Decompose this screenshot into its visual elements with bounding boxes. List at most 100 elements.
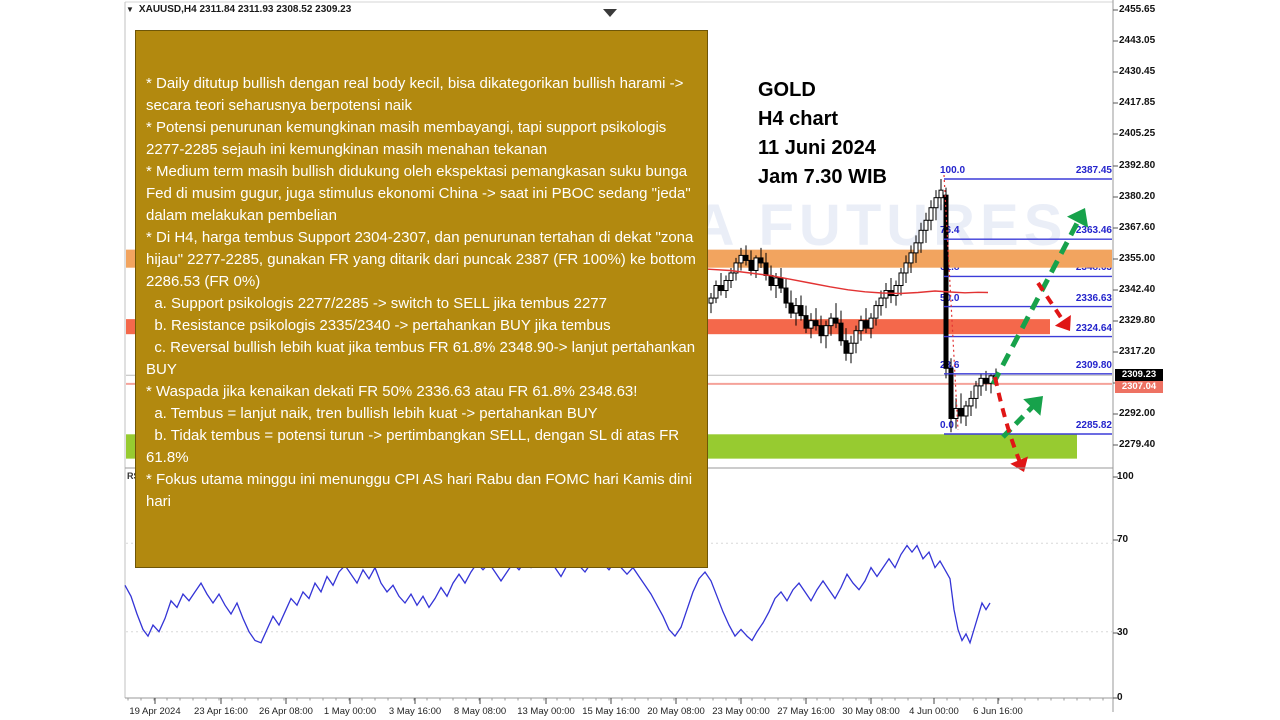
candle-body (748, 259, 754, 271)
price-axis-label: 2279.40 (1119, 439, 1156, 450)
time-axis-label: 6 Jun 16:00 (973, 706, 1023, 717)
candle-body (738, 254, 744, 264)
time-axis-label: 23 Apr 16:00 (194, 706, 248, 717)
time-axis-label: 26 Apr 08:00 (259, 706, 313, 717)
price-axis-label: 2392.80 (1119, 160, 1156, 171)
fib-level-label: 0.0 2285.82 (940, 420, 1112, 431)
fib-level-label: 23.6 2309.80 (940, 360, 1112, 371)
rsi-indicator-label: RS (127, 471, 140, 481)
candle-body (728, 272, 734, 281)
candle-body (798, 305, 804, 317)
bullish-projection-arrow-head (1067, 208, 1089, 228)
candle-body (813, 320, 819, 327)
fib-percent: 0.0 (940, 420, 954, 431)
fib-percent: 100.0 (940, 165, 966, 176)
candle-body (923, 219, 929, 231)
caption-line: GOLD (758, 79, 816, 101)
bearish-breakdown-arrow (993, 376, 1023, 465)
time-axis-label: 1 May 00:00 (323, 706, 377, 717)
candle-body (883, 290, 889, 299)
candle-body (758, 257, 764, 264)
bullish-projection-arrow (990, 216, 1083, 386)
candle-body (708, 297, 714, 304)
fib-price: 2336.63 (1075, 292, 1112, 304)
fib-level-label: 50.0 2336.63 (940, 293, 1112, 304)
candle-body (908, 252, 914, 264)
fib-percent: 23.6 (940, 359, 960, 371)
annotation-paragraph: c. Reversal bullish lebih kuat jika temb… (146, 339, 700, 378)
candle-body (863, 320, 869, 329)
candle-body (873, 305, 879, 319)
fib-price: 2348.63 (1075, 262, 1112, 274)
candle-body (713, 285, 719, 299)
price-axis-label: 2430.45 (1119, 66, 1156, 77)
price-axis-label: 2455.65 (1119, 4, 1156, 15)
price-axis-label: 2329.80 (1119, 315, 1156, 326)
annotation-paragraph: b. Resistance psikologis 2335/2340 -> pe… (146, 317, 611, 334)
price-axis-label: 2443.05 (1119, 35, 1156, 46)
candle-body (948, 367, 954, 419)
candle-body (848, 342, 854, 354)
fib-price: 2387.45 (1075, 165, 1112, 176)
candle-body (933, 197, 939, 209)
candle-body (718, 285, 724, 292)
time-axis-label: 20 May 08:00 (647, 706, 705, 717)
price-axis-label: 2355.00 (1119, 253, 1156, 264)
time-axis-label: 23 May 00:00 (712, 706, 770, 717)
candle-body (928, 207, 934, 221)
price-axis-label: 2405.25 (1119, 128, 1156, 139)
analysis-annotation-box: * Daily ditutup bullish dengan real body… (135, 30, 708, 568)
price-axis-label: 2292.00 (1119, 408, 1156, 419)
candle-body (808, 320, 814, 329)
candle-body (783, 287, 789, 304)
fib-level-label: 100.0 2387.45 (940, 165, 1112, 176)
bearish-reject-arrow (1036, 281, 1067, 325)
candle-body (803, 315, 809, 329)
chart-caption: GOLD H4 chart 11 Juni 2024 Jam 7.30 WIB (758, 76, 887, 192)
fib-level-label: 76.4 2363.46 (940, 225, 1112, 236)
moving-average-line (707, 268, 989, 295)
candle-body (743, 254, 749, 261)
symbol-dropdown-icon[interactable]: ▼ (126, 5, 134, 14)
time-axis-label: 13 May 00:00 (517, 706, 575, 717)
rsi-axis-label: 30 (1117, 627, 1129, 638)
caption-line: Jam 7.30 WIB (758, 166, 887, 188)
candle-body (903, 262, 909, 274)
candle-body (823, 325, 829, 337)
price-axis-label: 2380.20 (1119, 191, 1156, 202)
bid-price-badge: 2307.04 (1115, 381, 1163, 393)
candle-body (828, 317, 834, 327)
candle-body (898, 272, 904, 287)
candle-body (788, 302, 794, 314)
price-axis-label: 2417.85 (1119, 97, 1156, 108)
chart-shift-marker-icon[interactable] (603, 9, 617, 17)
fib-level-label: 61.8 2348.63 (940, 262, 1112, 273)
candle-body (893, 285, 899, 297)
bullish-bounce-arrow-head (1023, 396, 1043, 416)
time-axis-label: 15 May 16:00 (582, 706, 640, 717)
annotation-paragraph: a. Tembus = lanjut naik, tren bullish le… (146, 405, 598, 422)
price-axis-label: 2367.60 (1119, 222, 1156, 233)
symbol-ohlc-text: XAUUSD,H4 2311.84 2311.93 2308.52 2309.2… (138, 4, 352, 15)
annotation-paragraph: * Medium term masih bullish didukung ole… (146, 163, 695, 224)
candle-body (958, 407, 964, 417)
candle-body (858, 320, 864, 332)
annotation-paragraph: * Di H4, harga tembus Support 2304-2307,… (146, 229, 700, 290)
bearish-reject-arrow-head (1054, 315, 1071, 331)
fib-price: 2324.64 (1075, 322, 1112, 334)
candle-body (818, 325, 824, 337)
caption-line: H4 chart (758, 108, 839, 130)
candle-body (838, 322, 844, 342)
last-price-badge: 2309.23 (1115, 369, 1163, 381)
rsi-axis-label: 0 (1117, 692, 1123, 703)
time-axis-label: 30 May 08:00 (842, 706, 900, 717)
candle-body (963, 405, 969, 417)
fib-price: 2285.82 (1075, 420, 1112, 431)
time-axis-label: 3 May 16:00 (388, 706, 442, 717)
candle-body (778, 277, 784, 289)
price-axis-label: 2342.40 (1119, 284, 1156, 295)
time-axis-label: 8 May 08:00 (453, 706, 507, 717)
candle-body (913, 242, 919, 254)
candle-body (978, 377, 984, 387)
